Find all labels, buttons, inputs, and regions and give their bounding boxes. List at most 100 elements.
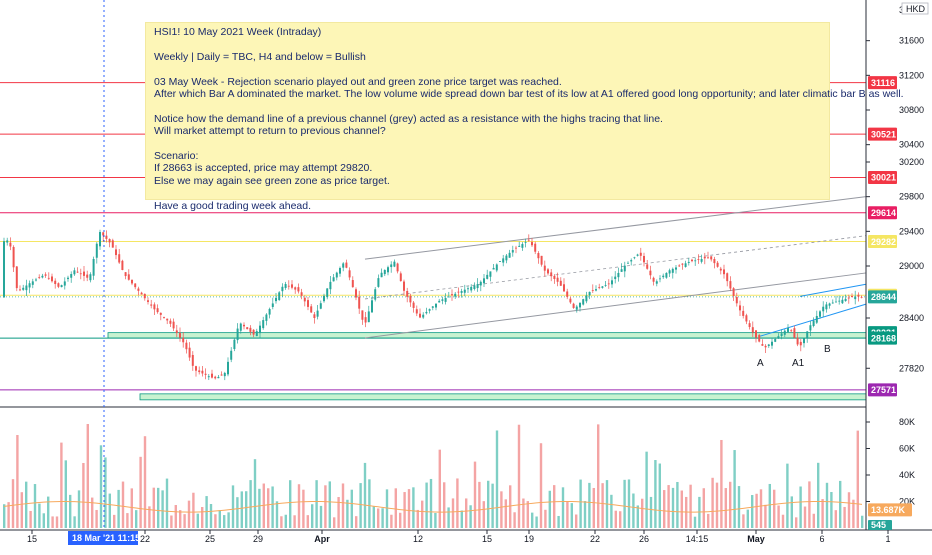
volume-bar [715,482,719,528]
volume-bar [535,516,538,528]
volume-bottom-badge [868,520,892,530]
volume-bar [293,515,296,528]
channel-demand-line [364,272,867,339]
volume-bar [852,499,855,528]
volume-bar [209,504,213,528]
volume-bar [777,505,780,528]
volume-bar [500,491,503,528]
candle-body [841,299,844,304]
volume-bar [143,436,147,528]
volume-bar [337,497,340,528]
candle-body [409,295,412,303]
candle-body [255,331,258,337]
candle-body [399,273,402,282]
candle-body [233,339,236,350]
volume-bar [491,483,494,528]
volume-bar [557,515,560,528]
candle-body [188,347,191,358]
candle-body [566,291,569,297]
analysis-note[interactable]: HSI1! 10 May 2021 Week (Intraday) Weekly … [145,22,904,212]
volume-bar [16,435,19,528]
volume-bar [517,424,521,528]
volume-bar [575,514,578,528]
candle-body [495,264,498,271]
candle-body [793,328,796,338]
candle-body [553,275,556,279]
volume-tick-label: 80K [899,417,915,427]
candle-body [380,272,383,278]
candle-body [127,274,130,280]
candle-body [329,281,332,290]
candle-body [422,314,425,318]
price-badge-label: 30521 [871,129,896,139]
candle-body [361,310,364,320]
candle-body [659,278,661,280]
volume-bar [764,504,767,528]
note-line: Notice how the demand line of a previous… [154,112,663,125]
candle-body [294,287,297,290]
candle-body [31,281,34,285]
volume-bar [42,513,45,528]
volume-bar [60,442,63,528]
candle-body [451,294,453,296]
volume-bar [561,487,565,528]
candle-body [252,329,255,335]
channel-lines [364,196,867,339]
candle-body [313,314,316,318]
candle-body [569,298,572,303]
candle-body [684,263,687,267]
volume-bar [667,485,670,528]
price-badge [868,235,897,249]
volume-bar [297,484,301,528]
candle-body [563,284,565,292]
volume-bar [843,506,846,528]
volume-bar [165,478,169,528]
volume-bar [729,481,732,528]
candle-body [249,327,252,332]
candle-body [467,288,469,290]
volume-bar [231,485,235,528]
candle-body [191,354,194,366]
volume-bar [570,503,573,528]
volume-bar [588,482,591,528]
volume-bar [139,456,142,528]
volume-bar [601,483,604,528]
time-tick-label: 29 [253,534,263,544]
volume-bars [3,424,864,528]
candle-body [511,250,514,253]
candle-body [579,302,581,308]
candle-body [57,283,60,287]
volume-bar [95,509,98,528]
candle-body [3,241,5,298]
bar-annotation: B [824,344,831,355]
volume-bar [443,482,446,528]
candle-body [60,285,63,288]
candle-body [524,242,527,243]
volume-bar [245,491,248,528]
price-badge [868,290,897,304]
candle-body [211,373,213,378]
volume-bar [170,515,173,528]
candle-body [780,333,783,336]
volume-bar [306,515,309,528]
candle-body [153,304,156,310]
candle-body [809,325,812,331]
volume-bar [363,462,367,528]
candle-body [819,311,821,317]
candle-body [460,291,463,293]
note-line [154,63,821,75]
candle-body [444,297,447,302]
annotations: A A1 B [757,344,831,369]
candle-body [351,280,354,288]
volume-bar [619,511,622,528]
volume-bar [3,504,6,528]
crosshair-time-badge [68,531,138,545]
candle-body [115,249,117,256]
candle-body [358,296,361,309]
volume-bar [654,460,657,528]
candle-body [716,262,719,267]
candle-body [435,303,437,308]
candle-body [25,285,28,291]
